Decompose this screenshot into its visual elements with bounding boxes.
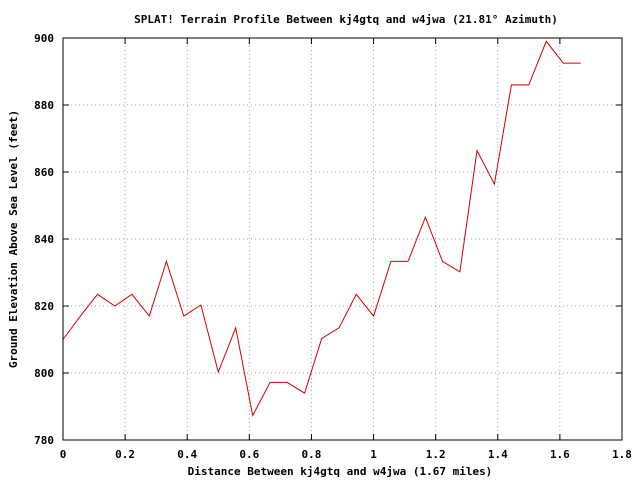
x-tick-label: 0.6 bbox=[239, 448, 259, 461]
y-tick-label: 800 bbox=[34, 367, 54, 380]
y-tick-label: 860 bbox=[34, 166, 54, 179]
x-tick-label: 0.2 bbox=[115, 448, 135, 461]
series-line bbox=[62, 40, 581, 417]
x-tick-label: 1.4 bbox=[488, 448, 508, 461]
x-tick-label: 1.8 bbox=[612, 448, 632, 461]
x-tick-label: 1 bbox=[370, 448, 377, 461]
plot-border bbox=[62, 37, 623, 441]
y-tick-label: 900 bbox=[34, 32, 54, 45]
y-tick-label: 820 bbox=[34, 300, 54, 313]
grid bbox=[63, 38, 622, 440]
chart-title: SPLAT! Terrain Profile Between kj4gtq an… bbox=[134, 13, 558, 26]
y-tick-label: 880 bbox=[34, 99, 54, 112]
axis-ticks: 0 0.2 0.4 0.6 0.8 1 1.2 1.4 1.6 1.8 780 800 820 840 86… bbox=[34, 32, 632, 461]
x-tick-label: 0.4 bbox=[177, 448, 197, 461]
y-axis-label: Ground Elevation Above Sea Level (feet) bbox=[7, 110, 20, 368]
x-tick-label: 1.2 bbox=[426, 448, 446, 461]
y-tick-label: 840 bbox=[34, 233, 54, 246]
x-tick-label: 0 bbox=[60, 448, 67, 461]
x-tick-label: 1.6 bbox=[550, 448, 570, 461]
x-axis-label: Distance Between kj4gtq and w4jwa (1.67 … bbox=[188, 465, 493, 478]
y-tick-label: 780 bbox=[34, 434, 54, 447]
terrain-line bbox=[62, 40, 581, 417]
x-tick-label: 0.8 bbox=[302, 448, 322, 461]
